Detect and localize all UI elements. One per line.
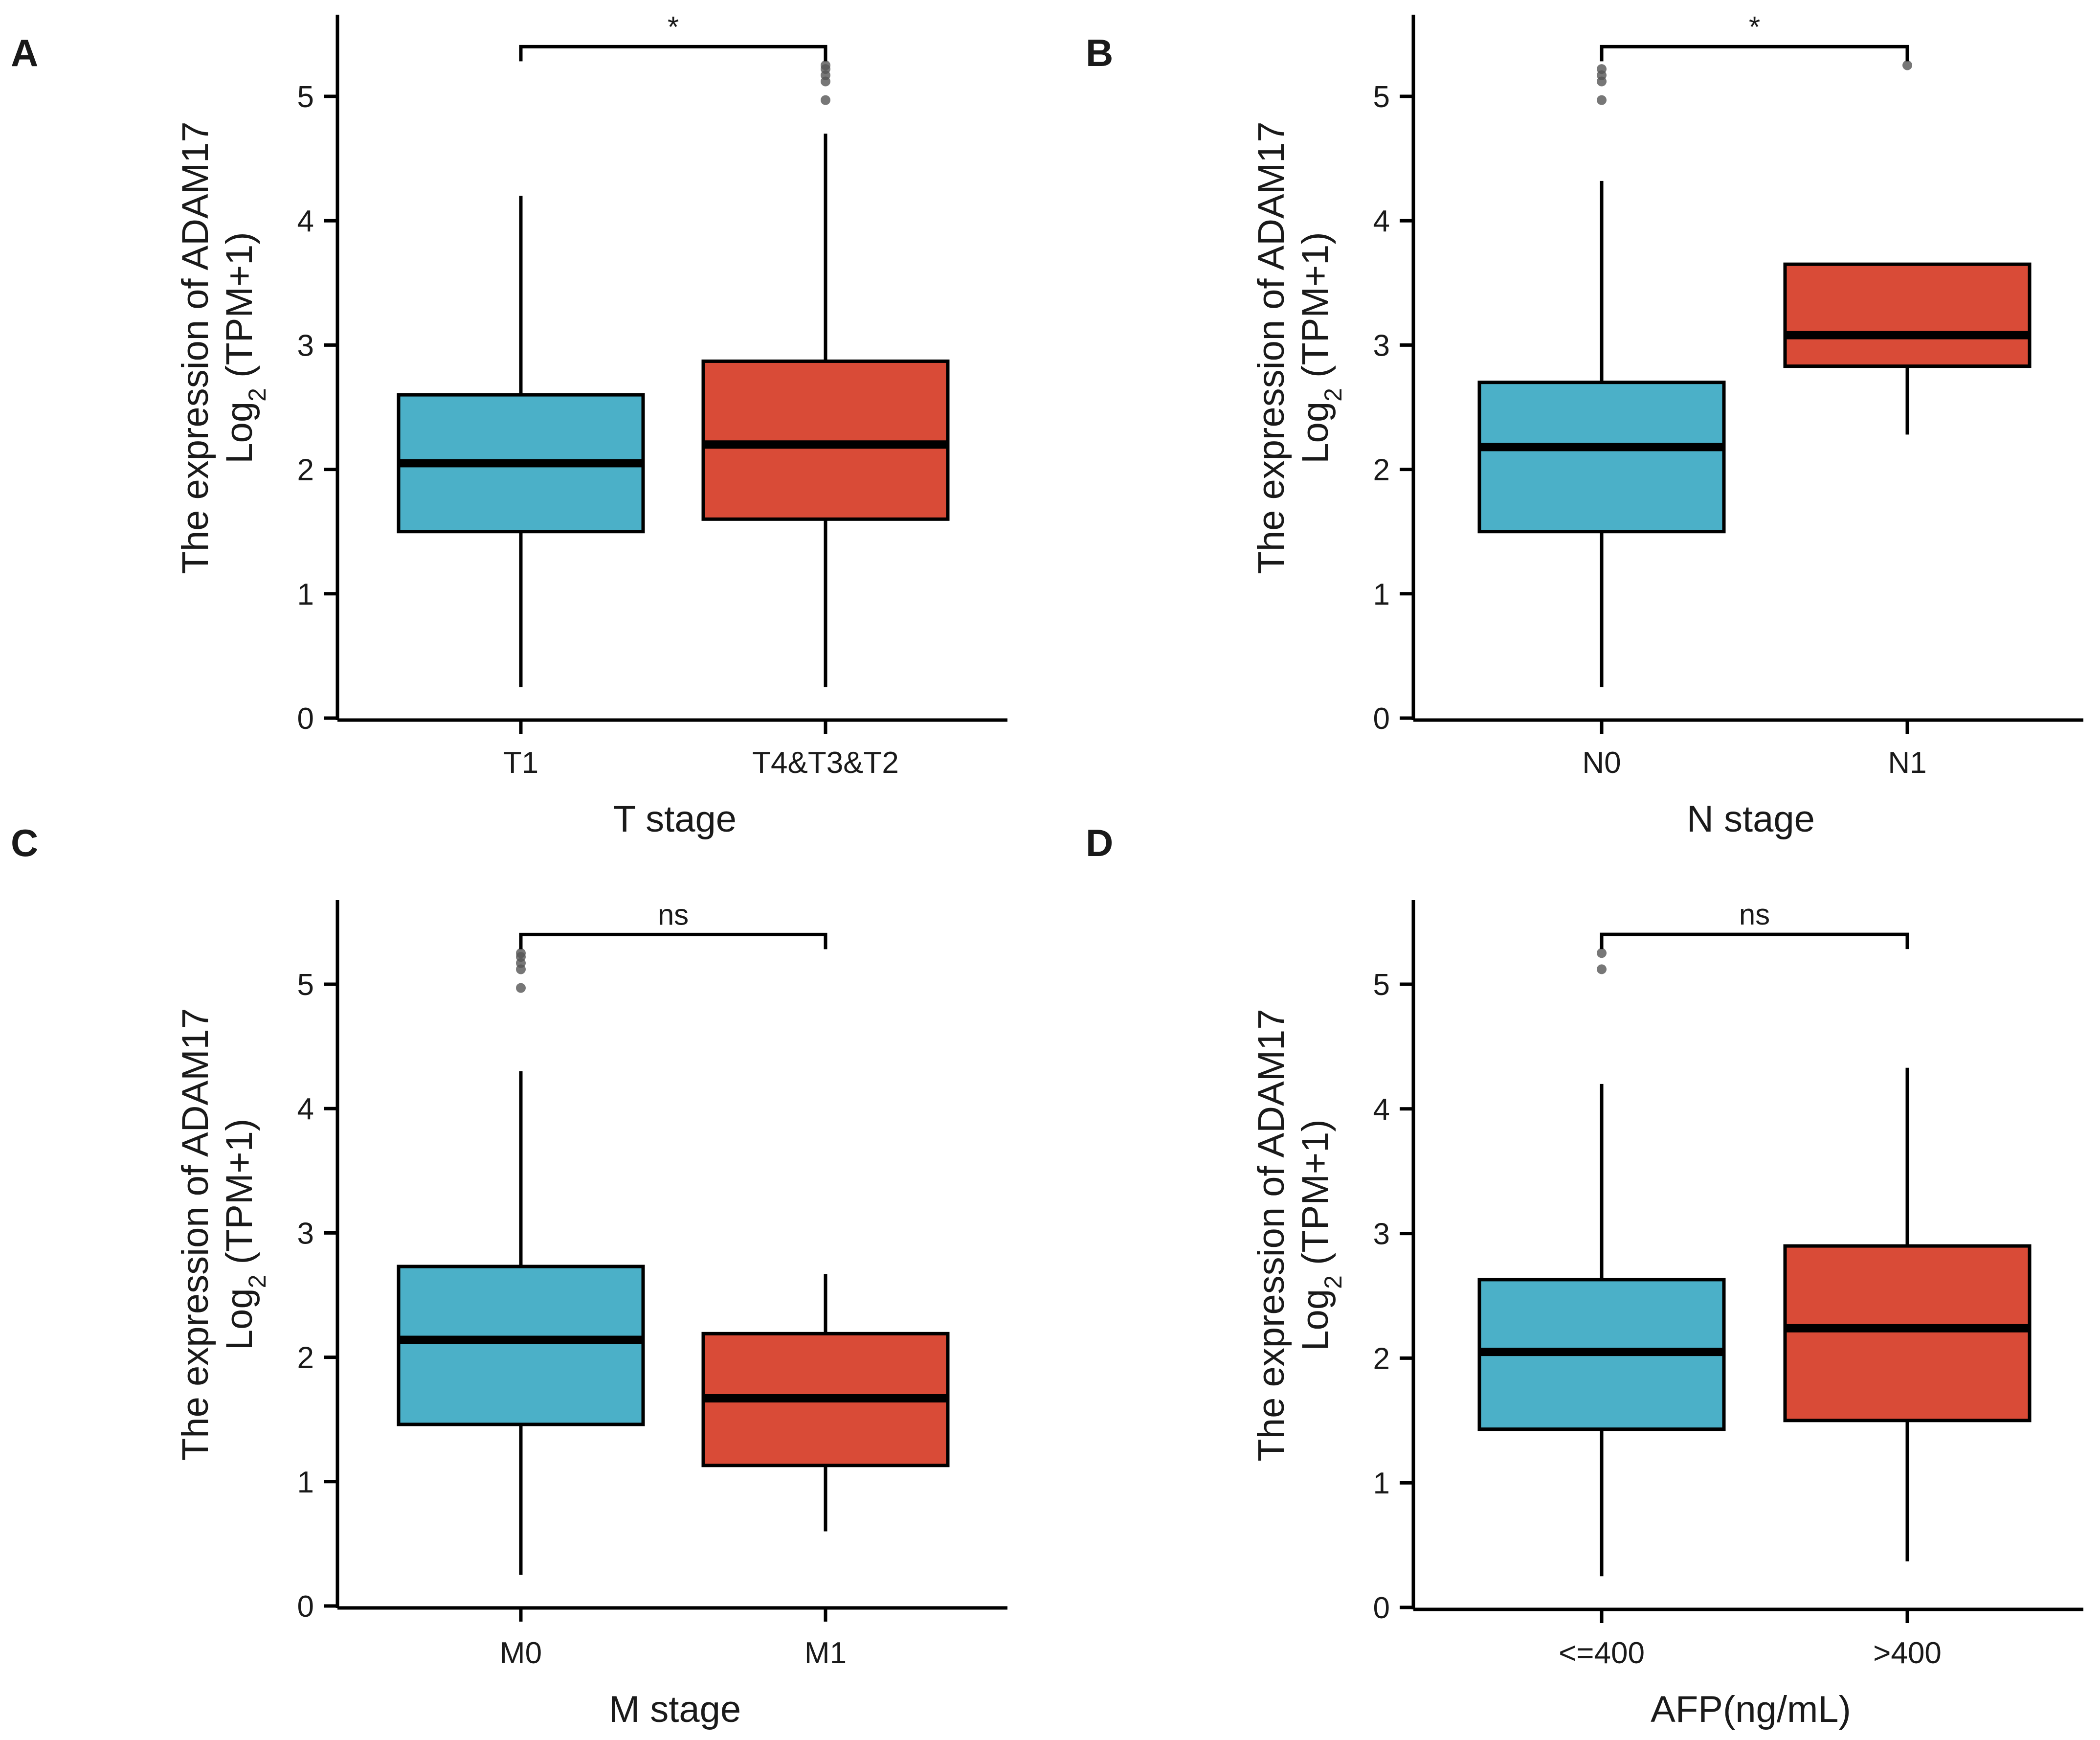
y-axis-title-subscript: 2 [1319,388,1347,402]
panel-a: A 0 1 2 3 4 5 T1 T4&T3&T2 T stage The expression o… [11,10,1007,840]
y-axis-title-unit: (TPM+1) [1295,1119,1336,1275]
significance-bracket [519,932,827,949]
panel-letter: A [11,31,38,74]
y-tick-label: 4 [1373,1093,1390,1127]
y-tick-label: 4 [1373,204,1390,238]
y-axis-title-line2: Log2 (TPM+1) [1295,1119,1347,1351]
box-outlier [1597,95,1607,105]
y-tick-label: 4 [297,1092,314,1126]
x-tick-label: N0 [1582,746,1621,780]
y-axis-title-unit: (TPM+1) [219,232,260,388]
x-tick-label: M0 [500,1636,542,1670]
y-axis-title-line1: The expression of ADAM17 [1251,121,1292,574]
x-axis-title: T stage [613,798,737,840]
significance-label: * [1749,10,1760,43]
y-tick-label: 4 [297,204,314,238]
y-tick-label: 1 [297,1466,314,1499]
box-outlier [821,95,830,105]
panel-d: D 0 1 2 3 4 5 <=400 >400 AFP(ng/mL) The expression… [1086,821,2083,1730]
y-axis-title-log: Log [219,402,260,464]
x-tick-label: N1 [1888,746,1926,780]
significance-label: ns [1739,898,1770,931]
x-tick-label: >400 [1873,1636,1942,1670]
panel-b: B 0 1 2 3 4 5 N0 N1 N stage The expression of ADAM… [1086,10,2083,840]
box-outlier [1597,964,1607,974]
y-tick-label: 2 [1373,453,1390,487]
y-axis-title-line1: The expression of ADAM17 [175,1008,216,1461]
x-tick-label: T1 [503,746,538,780]
y-tick-label: 1 [1373,578,1390,611]
y-tick-label: 3 [1373,329,1390,362]
y-tick-label: 3 [297,329,314,362]
y-tick-label: 0 [297,702,314,736]
significance-bracket [1600,932,1909,949]
y-tick-label: 1 [1373,1467,1390,1500]
y-axis-title-line2: Log2 (TPM+1) [219,232,271,463]
y-axis-title-log: Log [1295,402,1336,464]
box-iqr [1783,1244,2032,1423]
box-iqr [1783,262,2032,368]
y-tick-label: 0 [1373,702,1390,736]
y-axis-title-unit: (TPM+1) [1295,232,1336,388]
y-tick-label: 5 [297,80,314,114]
y-tick-label: 2 [1373,1342,1390,1376]
x-axis-title: AFP(ng/mL) [1651,1689,1851,1730]
y-tick-label: 5 [1373,80,1390,114]
panel-letter: B [1086,31,1113,74]
x-tick-label: <=400 [1559,1636,1645,1670]
significance-label: * [668,10,679,43]
y-axis-title-line2: Log2 (TPM+1) [1295,232,1347,463]
box-outlier [1597,64,1607,74]
significance-bracket [1600,45,1909,62]
y-tick-label: 0 [297,1590,314,1624]
y-tick-label: 5 [297,968,314,1002]
significance-label: ns [658,898,689,931]
box-outlier [516,948,526,958]
box-iqr [701,359,950,521]
y-axis-title-log: Log [1295,1289,1336,1351]
y-tick-label: 0 [1373,1591,1390,1625]
y-axis-title-subscript: 2 [244,388,271,402]
panel-c: C 0 1 2 3 4 5 M0 M1 M stage The expression of ADAM… [11,821,1007,1730]
panel-letter: D [1086,821,1113,864]
box-outlier [516,983,526,993]
x-tick-label: T4&T3&T2 [752,746,899,780]
box-outlier [1597,948,1607,958]
y-axis-title-line1: The expression of ADAM17 [1251,1009,1292,1461]
y-tick-label: 5 [1373,968,1390,1002]
y-axis-title-line2: Log2 (TPM+1) [219,1119,271,1350]
y-axis-title-log: Log [219,1288,260,1350]
y-tick-label: 2 [297,1341,314,1375]
y-tick-label: 1 [297,578,314,611]
x-axis-title: M stage [609,1689,741,1730]
x-tick-label: M1 [804,1636,847,1670]
box-iqr [1477,381,1726,534]
y-tick-label: 2 [297,453,314,487]
box-iqr [397,1265,645,1426]
y-axis-title-subscript: 2 [1319,1275,1347,1289]
box-outlier [1902,60,1912,70]
y-axis-title-unit: (TPM+1) [219,1119,260,1275]
y-axis-title-line1: The expression of ADAM17 [175,121,216,574]
box-outlier [821,60,830,70]
y-tick-label: 3 [297,1217,314,1250]
y-axis-title-subscript: 2 [244,1275,271,1288]
significance-bracket [519,45,827,62]
y-tick-label: 3 [1373,1218,1390,1251]
panel-letter: C [11,821,38,864]
x-axis-title: N stage [1687,798,1815,840]
